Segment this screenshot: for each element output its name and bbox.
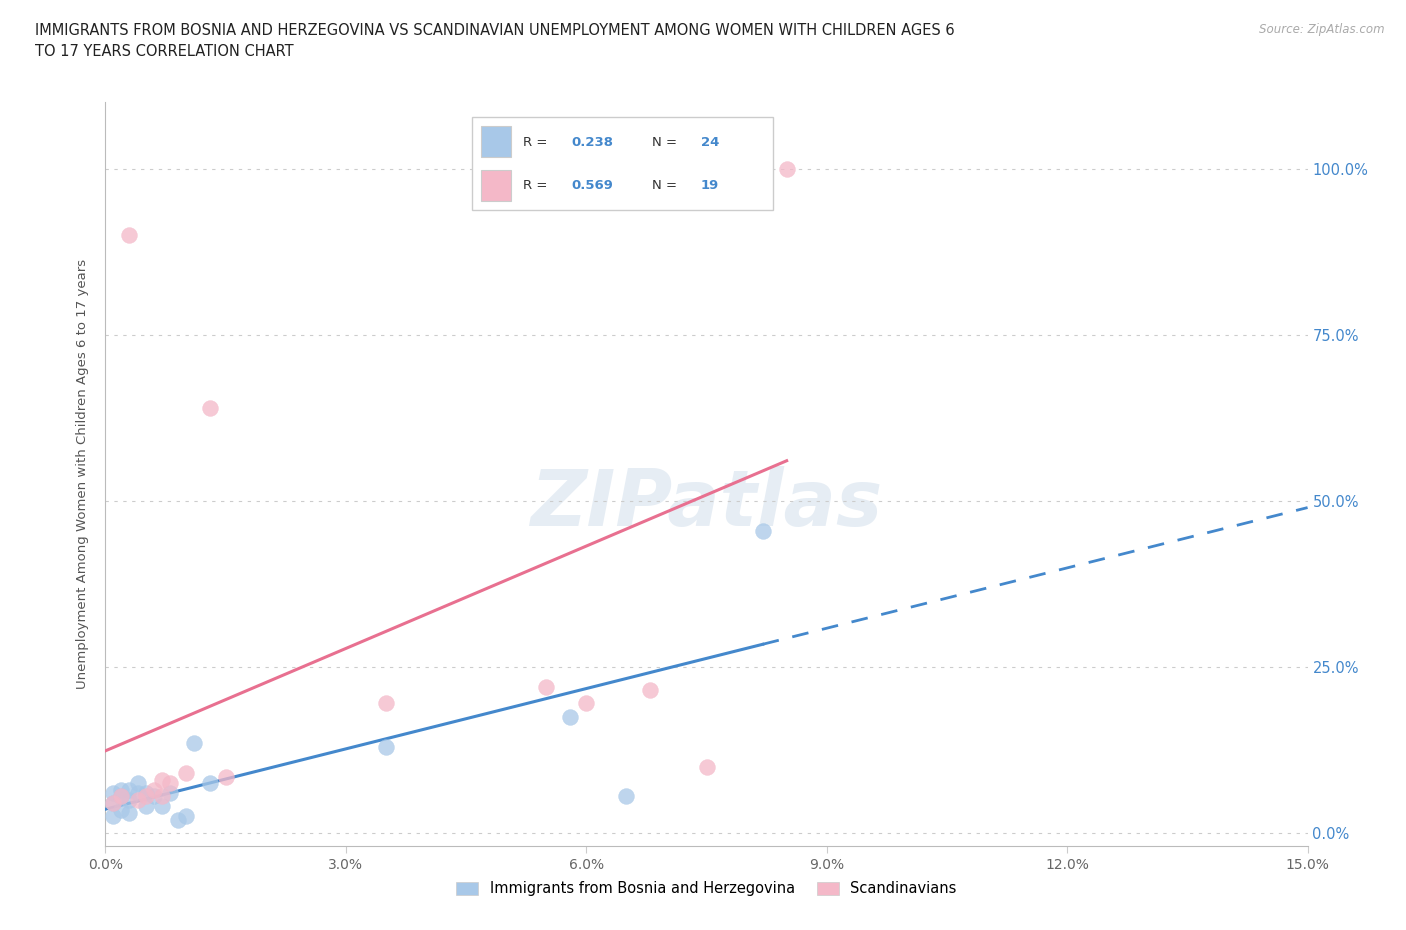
Point	[150, 789, 173, 804]
Point	[198, 776, 221, 790]
Point	[640, 683, 662, 698]
Legend: Immigrants from Bosnia and Herzegovina, Scandinavians: Immigrants from Bosnia and Herzegovina, …	[450, 875, 963, 902]
Point	[534, 680, 557, 695]
Point	[174, 809, 197, 824]
Point	[103, 796, 125, 811]
Point	[696, 759, 718, 774]
Point	[575, 696, 598, 711]
Point	[776, 161, 799, 176]
Point	[110, 803, 132, 817]
Point	[166, 812, 188, 827]
Text: IMMIGRANTS FROM BOSNIA AND HERZEGOVINA VS SCANDINAVIAN UNEMPLOYMENT AMONG WOMEN : IMMIGRANTS FROM BOSNIA AND HERZEGOVINA V…	[35, 23, 955, 60]
Point	[118, 792, 141, 807]
Point	[135, 789, 157, 804]
Y-axis label: Unemployment Among Women with Children Ages 6 to 17 years: Unemployment Among Women with Children A…	[76, 259, 90, 689]
Point	[118, 228, 141, 243]
Point	[374, 696, 398, 711]
Point	[110, 789, 132, 804]
Point	[183, 736, 205, 751]
Point	[150, 799, 173, 814]
Point	[214, 769, 236, 784]
Text: Source: ZipAtlas.com: Source: ZipAtlas.com	[1260, 23, 1385, 36]
Point	[135, 799, 157, 814]
Point	[103, 809, 125, 824]
Point	[118, 782, 141, 797]
Point	[735, 161, 758, 176]
Point	[110, 789, 132, 804]
Point	[103, 786, 125, 801]
Point	[150, 773, 173, 788]
Point	[159, 786, 181, 801]
Text: ZIPatlas: ZIPatlas	[530, 466, 883, 542]
Point	[103, 796, 125, 811]
Point	[374, 739, 398, 754]
Point	[127, 792, 149, 807]
Point	[560, 710, 582, 724]
Point	[118, 805, 141, 820]
Point	[616, 789, 638, 804]
Point	[127, 776, 149, 790]
Point	[142, 789, 165, 804]
Point	[110, 782, 132, 797]
Point	[159, 776, 181, 790]
Point	[142, 782, 165, 797]
Point	[174, 765, 197, 780]
Point	[127, 786, 149, 801]
Point	[751, 524, 773, 538]
Point	[198, 401, 221, 416]
Point	[135, 786, 157, 801]
